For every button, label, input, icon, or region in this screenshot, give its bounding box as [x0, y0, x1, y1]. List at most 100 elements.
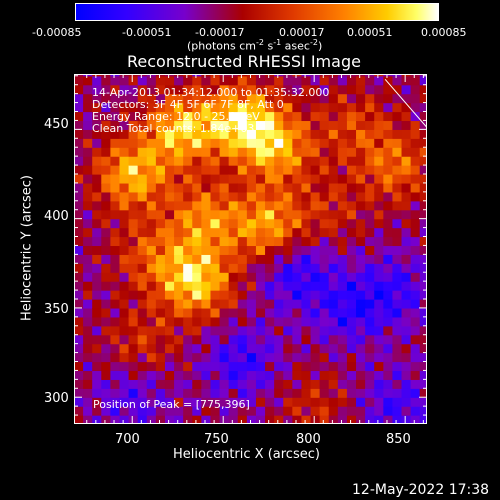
heatmap-cell	[346, 415, 357, 424]
heatmap-cell	[292, 75, 303, 86]
heatmap-cell	[365, 84, 375, 95]
heatmap-cell	[365, 254, 375, 264]
plot-area	[74, 74, 427, 424]
heatmap-cell	[328, 227, 339, 238]
heatmap-cell	[219, 352, 230, 363]
heatmap-cell	[274, 379, 284, 389]
heatmap-cell	[401, 263, 412, 273]
heatmap-cell	[183, 245, 193, 255]
heatmap-cell	[201, 245, 212, 255]
heatmap-cell	[346, 200, 357, 211]
heatmap-cell	[410, 415, 421, 424]
heatmap-cell	[374, 307, 384, 318]
heatmap-cell	[74, 343, 84, 354]
heatmap-cell	[192, 111, 202, 122]
heatmap-cell	[319, 245, 330, 255]
heatmap-cell	[319, 263, 330, 273]
heatmap-cell	[365, 111, 375, 122]
heatmap-cell	[146, 245, 157, 255]
heatmap-cell	[219, 281, 230, 291]
heatmap-cell	[237, 263, 248, 273]
heatmap-cell	[265, 129, 275, 139]
heatmap-cell	[210, 218, 221, 229]
heatmap-cell	[419, 174, 427, 184]
heatmap-cell	[392, 361, 403, 372]
heatmap-cell	[201, 174, 212, 184]
heatmap-cell	[128, 74, 139, 77]
heatmap-cell	[374, 111, 384, 122]
heatmap-cell	[155, 236, 166, 247]
heatmap-cell	[346, 406, 357, 416]
heatmap-cell	[174, 111, 184, 122]
heatmap-cell	[392, 263, 403, 273]
heatmap-cell	[255, 406, 266, 416]
heatmap-cell	[265, 316, 275, 327]
annotation-energy: Energy Range: 12.0 - 25.0 keV	[92, 110, 260, 123]
heatmap-cell	[101, 397, 111, 407]
heatmap-cell	[419, 218, 427, 229]
heatmap-cell	[301, 236, 312, 247]
heatmap-cell	[183, 147, 193, 157]
heatmap-cell	[328, 352, 339, 363]
heatmap-cell	[328, 272, 339, 282]
heatmap-cell	[128, 316, 139, 327]
heatmap-cell	[328, 290, 339, 300]
heatmap-cell	[292, 370, 303, 380]
heatmap-cell	[374, 379, 384, 389]
heatmap-cell	[128, 281, 139, 291]
heatmap-cell	[210, 236, 221, 247]
heatmap-cell	[301, 307, 312, 318]
heatmap-cell	[283, 397, 293, 407]
heatmap-cell	[328, 129, 339, 139]
heatmap-cell	[356, 361, 366, 372]
heatmap-cell	[246, 379, 257, 389]
heatmap-cell	[210, 299, 221, 309]
heatmap-cell	[210, 165, 221, 175]
heatmap-cell	[392, 182, 403, 193]
heatmap-cell	[410, 174, 421, 184]
heatmap-cell	[365, 370, 375, 380]
heatmap-cell	[183, 218, 193, 229]
heatmap-cell	[265, 209, 275, 220]
heatmap-cell	[301, 397, 312, 407]
heatmap-cell	[101, 84, 111, 95]
heatmap-cell	[310, 263, 321, 273]
heatmap-cell	[301, 165, 312, 175]
heatmap-cell	[283, 379, 293, 389]
heatmap-cell	[337, 316, 348, 327]
heatmap-cell	[255, 111, 266, 122]
heatmap-cell	[255, 316, 266, 327]
heatmap-cell	[401, 236, 412, 247]
heatmap-cell	[155, 102, 166, 113]
heatmap-cell	[283, 290, 293, 300]
heatmap-cell	[292, 343, 303, 354]
heatmap-cell	[110, 165, 121, 175]
heatmap-cell	[310, 74, 321, 77]
heatmap-cell	[119, 84, 130, 95]
heatmap-cell	[110, 236, 121, 247]
heatmap-cell	[119, 182, 130, 193]
heatmap-cell	[401, 93, 412, 104]
heatmap-cell	[137, 111, 148, 122]
heatmap-cell	[392, 290, 403, 300]
heatmap-cell	[119, 129, 130, 139]
heatmap-cell	[228, 388, 239, 398]
heatmap-cell	[219, 406, 230, 416]
heatmap-cell	[283, 352, 293, 363]
heatmap-cell	[201, 156, 212, 166]
heatmap-cell	[146, 147, 157, 157]
heatmap-cell	[346, 370, 357, 380]
heatmap-cell	[328, 316, 339, 327]
heatmap-cell	[374, 397, 384, 407]
heatmap-cell	[319, 191, 330, 202]
heatmap-cell	[164, 352, 175, 363]
heatmap-cell	[83, 93, 93, 104]
heatmap-cell	[365, 147, 375, 157]
heatmap-cell	[392, 370, 403, 380]
heatmap-cell	[419, 245, 427, 255]
heatmap-cell	[401, 352, 412, 363]
heatmap-cell	[319, 272, 330, 282]
heatmap-cell	[319, 406, 330, 416]
heatmap-cell	[265, 227, 275, 238]
heatmap-cell	[210, 397, 221, 407]
